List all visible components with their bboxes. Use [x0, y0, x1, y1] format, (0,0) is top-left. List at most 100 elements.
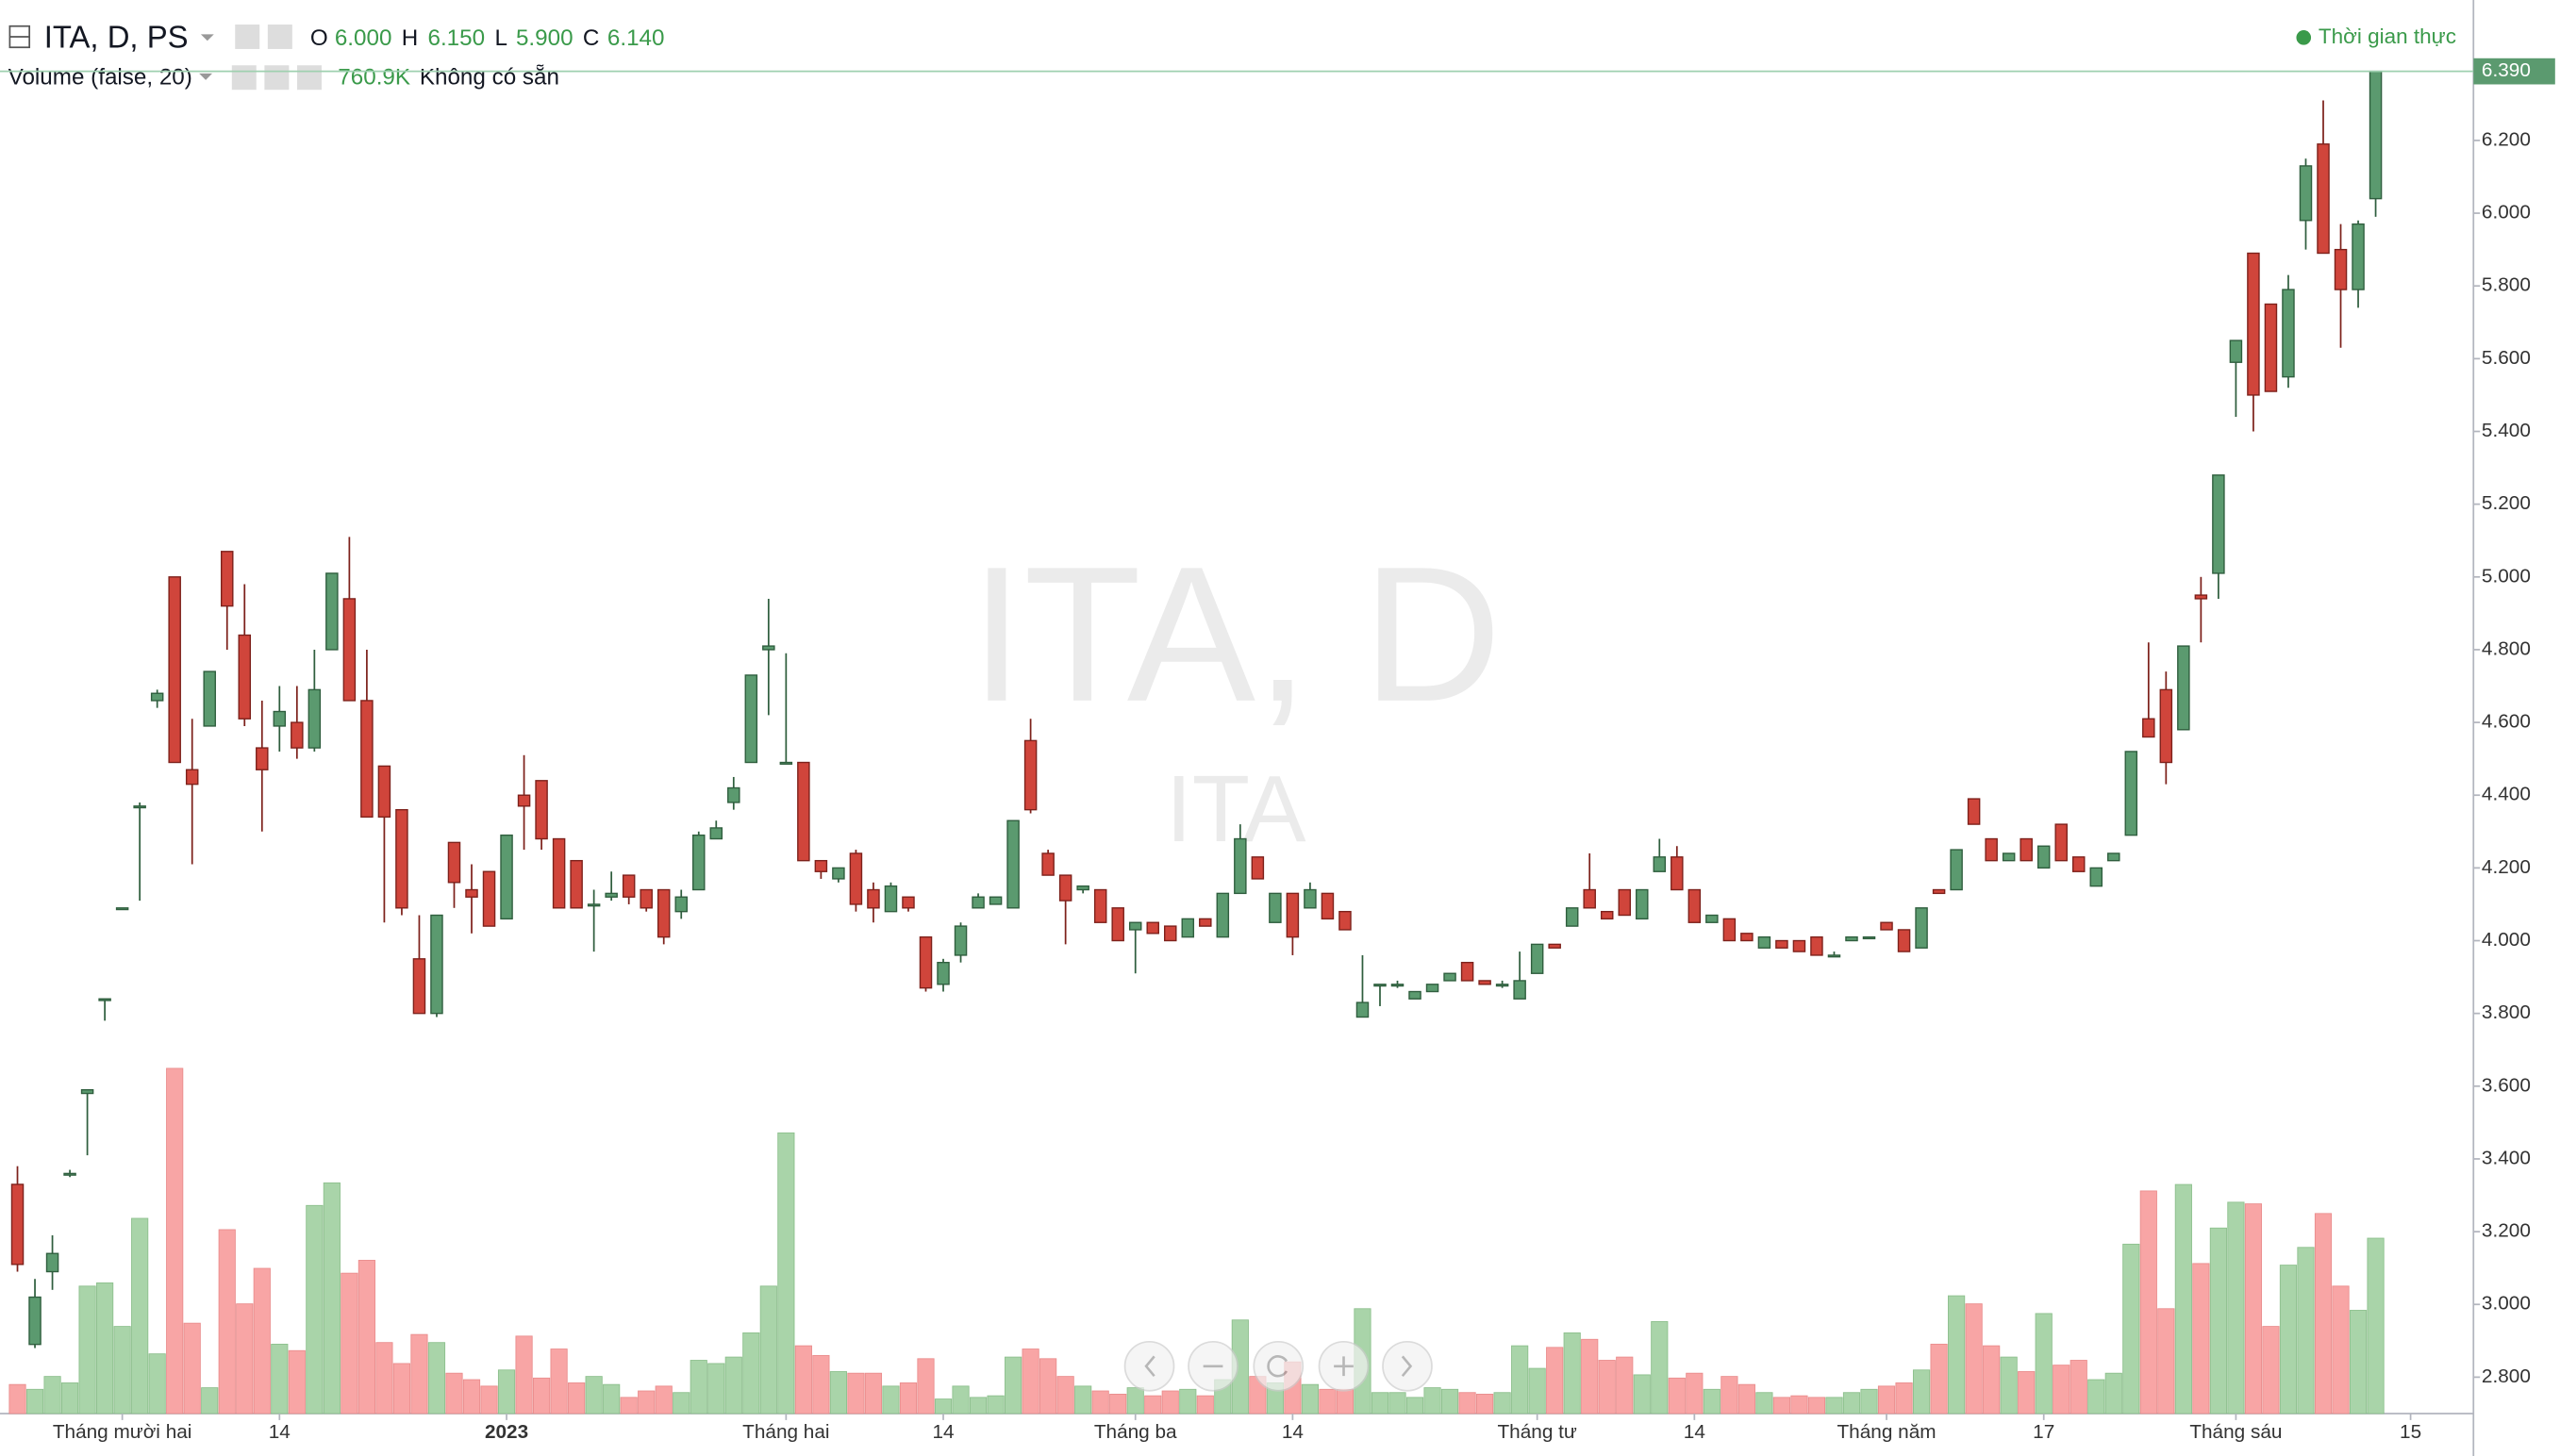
candle-body	[2299, 165, 2313, 222]
candle-body	[1076, 885, 1089, 891]
candle-body	[1041, 852, 1055, 876]
candle-body	[1565, 907, 1579, 927]
x-tick-label: Tháng hai	[742, 1421, 829, 1443]
o-label: O	[310, 25, 328, 51]
volume-bar	[288, 1349, 306, 1415]
candle-body	[1199, 918, 1212, 927]
candle-body	[1286, 892, 1300, 938]
candle-body	[220, 551, 234, 607]
volume-bar	[357, 1260, 375, 1415]
dropdown[interactable]	[200, 34, 214, 41]
last-price-label: 6.390	[2482, 59, 2531, 81]
y-tick-label: 6.000	[2482, 202, 2531, 223]
icon[interactable]	[231, 65, 257, 91]
x-tick-label: Tháng năm	[1837, 1421, 1937, 1443]
o-value: 6.000	[335, 25, 392, 51]
candle-body	[1111, 907, 1124, 942]
icon[interactable]	[264, 65, 290, 91]
candle-body	[622, 874, 636, 898]
candle-body	[1810, 935, 1823, 956]
plot	[8, 70, 2385, 1415]
candle-body	[744, 674, 758, 764]
candle-body	[972, 896, 985, 909]
candle-body	[1355, 1001, 1370, 1018]
candle-body	[1636, 888, 1649, 920]
volume-bar	[864, 1372, 883, 1415]
candle-body	[1722, 918, 1737, 942]
candle-body	[832, 867, 845, 880]
volume-bar	[2349, 1310, 2368, 1415]
volume-bar	[1965, 1303, 1983, 1415]
volume-bar	[724, 1356, 742, 1415]
volume-bar	[673, 1392, 690, 1415]
volume-bar	[2297, 1247, 2315, 1415]
volume-bar	[306, 1204, 324, 1415]
candle-body	[1792, 939, 1806, 952]
candle-body	[185, 769, 199, 786]
candle-body	[1373, 984, 1387, 987]
candle-body	[2089, 867, 2103, 887]
volume-bar	[1458, 1392, 1476, 1415]
candle-body	[482, 870, 496, 927]
volume-bar	[2087, 1379, 2105, 1415]
volume-bar	[1528, 1367, 1546, 1415]
watermark: ITA, D	[970, 527, 1502, 742]
scroll-left[interactable]	[1123, 1340, 1175, 1392]
h-value: 6.150	[427, 25, 485, 51]
volume-bar	[1388, 1392, 1406, 1415]
candle-body	[1862, 935, 1876, 940]
candle-body	[1653, 856, 1667, 872]
volume-bar	[1563, 1332, 1581, 1415]
volume-bar	[1423, 1387, 1441, 1415]
candle-body	[342, 598, 357, 702]
volume-bar	[341, 1272, 358, 1415]
candle-body	[412, 958, 426, 1015]
candle-body	[692, 834, 706, 891]
y-tick-label: 3.000	[2482, 1293, 2531, 1315]
candle-body	[1897, 929, 1911, 952]
reset[interactable]	[1253, 1340, 1305, 1392]
x-tick-label: 2023	[485, 1421, 528, 1443]
volume-bar	[1721, 1376, 1738, 1415]
volume-bar	[271, 1343, 289, 1415]
realtime-dot	[2296, 30, 2312, 45]
candle-body	[2142, 718, 2155, 738]
candle-body	[1164, 925, 1177, 942]
volume-bar	[2035, 1313, 2053, 1415]
volume-bar	[1109, 1394, 1127, 1415]
y-tick-label: 4.000	[2482, 929, 2531, 951]
dropdown[interactable]	[199, 73, 213, 80]
candle-body	[1338, 910, 1352, 931]
candle-body	[1985, 837, 1998, 862]
volume-bar	[917, 1358, 935, 1415]
x-tick-label: Tháng mười hai	[53, 1421, 192, 1443]
volume-bar	[1983, 1345, 2001, 1415]
volume-title[interactable]: Volume (false, 20)	[8, 65, 192, 91]
volume-bar	[1056, 1376, 1074, 1415]
scroll-right[interactable]	[1382, 1340, 1433, 1392]
volume-bar	[2279, 1265, 2298, 1415]
icon[interactable]	[267, 24, 292, 49]
candle-body	[1251, 856, 1265, 880]
icon[interactable]	[235, 24, 260, 49]
volume-bar	[1039, 1358, 1057, 1415]
candle-body	[2212, 474, 2225, 574]
y-tick-label: 4.200	[2482, 856, 2531, 878]
candle-body	[238, 634, 252, 720]
icon[interactable]	[297, 65, 322, 91]
volume-bar	[1319, 1388, 1337, 1415]
y-tick-label: 3.600	[2482, 1074, 2531, 1096]
volume-bar	[829, 1371, 847, 1415]
volume-bar	[1737, 1383, 1755, 1415]
volume-bar	[1772, 1397, 1791, 1415]
candle-body	[779, 761, 793, 765]
candle-body	[989, 896, 1003, 905]
volume-bar	[794, 1345, 812, 1415]
candle-body	[1128, 921, 1142, 931]
symbol[interactable]: ITA, D, PS	[44, 19, 189, 54]
volume-bar	[201, 1387, 219, 1415]
y-tick-label: 4.800	[2482, 637, 2531, 659]
volume-bar	[375, 1342, 393, 1415]
volume-bar	[2244, 1203, 2263, 1415]
volume-bar	[1493, 1392, 1511, 1415]
